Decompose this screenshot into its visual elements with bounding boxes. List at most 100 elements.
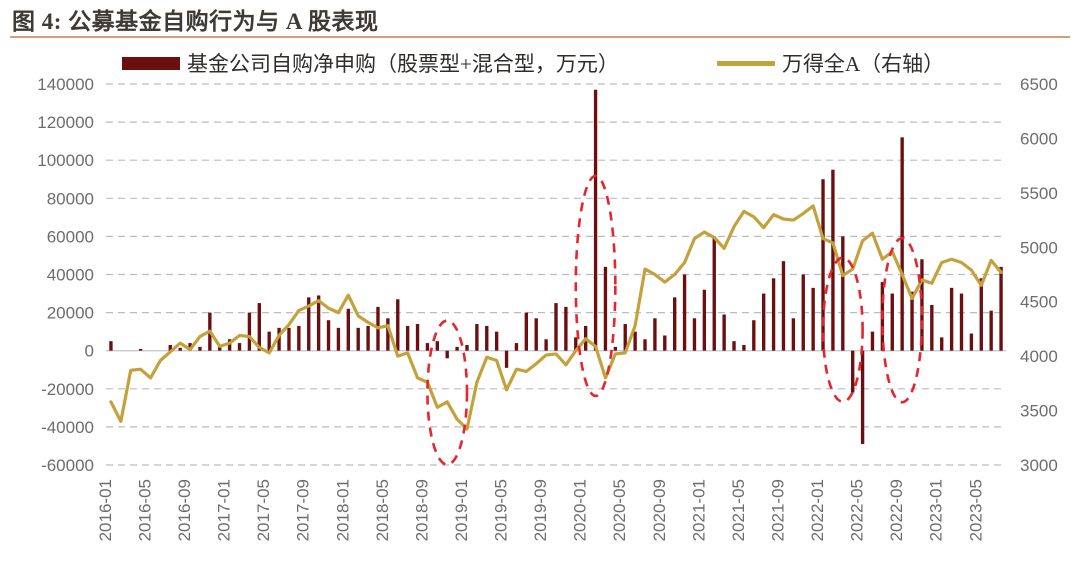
left-axis-tick: 140000 [37,75,94,94]
bar-mark [514,343,519,351]
bar-mark [949,287,954,351]
bar-mark [831,169,835,351]
bar-mark [455,346,459,351]
left-axis-tick: 120000 [37,113,94,132]
left-axis-tick: -60000 [41,456,94,475]
bar-mark [425,343,430,351]
bar-mark [554,303,558,351]
x-axis-tick: 2017-09 [294,479,313,541]
bar-mark [890,293,894,351]
bar-mark [237,343,242,351]
bar-mark [663,335,667,351]
bar-mark [989,310,993,351]
bar-mark [623,324,627,351]
bar-mark [356,327,360,351]
legend-swatch-line-icon [717,60,775,66]
title-divider [10,36,1070,38]
right-axis-tick: 5000 [1020,238,1058,257]
right-axis-tick: 4000 [1020,347,1058,366]
bar-series-marks [109,89,1003,445]
bar-mark [643,339,647,351]
bar-mark [109,341,113,351]
highlight-2020q1 [574,174,617,398]
right-axis-tick: 5500 [1020,184,1058,203]
x-axis-tick: 2021-05 [729,479,748,541]
bar-mark [692,318,697,351]
right-axis-tick: 6500 [1020,75,1058,94]
bar-mark [178,347,182,351]
bar-mark [346,308,350,351]
bar-mark [712,236,716,351]
page-title: 图 4: 公募基金自购行为与 A 股表现 [12,9,379,34]
bar-mark [851,350,855,393]
bar-mark [682,274,687,351]
x-axis-tick: 2023-05 [966,479,985,541]
bar-mark [326,320,331,351]
x-axis-tick: 2017-01 [215,479,234,541]
right-axis-tick: 4500 [1020,293,1058,312]
x-axis-tick: 2022-01 [808,479,827,541]
bar-mark [860,350,865,445]
left-axis-tick-labels: 140000 120000 100000 80000 60000 40000 20000 0 -… [37,75,94,475]
x-axis-tick: 2021-01 [689,479,708,541]
bar-mark [762,293,766,351]
x-axis-tick: 2023-01 [927,479,946,541]
bar-mark [841,236,845,351]
left-axis-tick: 100000 [37,151,94,170]
highlight-2022q1 [821,256,864,404]
x-axis-tick: 2021-09 [768,479,787,541]
bar-mark [435,341,439,351]
bar-mark [752,320,756,351]
x-axis-tick: 2019-09 [531,479,550,541]
x-axis-tick: 2019-01 [452,479,471,541]
bar-mark [979,278,983,351]
x-axis-tick: 2016-05 [136,479,155,541]
bar-mark [277,327,281,351]
bar-mark [198,346,202,351]
annotation-ellipses [426,174,924,466]
highlight-2018q4 [426,319,469,466]
x-axis-tick: 2020-05 [610,479,629,541]
bar-mark [603,266,608,351]
bar-mark [969,333,974,351]
left-axis-tick: 80000 [47,189,94,208]
gridlines [106,83,1006,466]
bar-mark [673,297,677,351]
x-axis-tick: 2019-05 [492,479,511,541]
bar-mark [920,259,924,351]
bar-mark [900,137,904,351]
bar-mark [405,325,410,351]
bar-mark [445,350,449,359]
bar-mark [702,289,707,351]
bar-mark [593,89,598,351]
bar-mark [366,325,370,351]
bar-mark [267,331,271,351]
left-axis-tick: 0 [85,342,94,361]
bar-mark [534,318,538,351]
left-axis-tick: 20000 [47,304,94,323]
left-axis-tick: 40000 [47,266,94,285]
bar-mark [257,303,261,351]
bar-mark [227,339,232,351]
legend-label-line-series: 万得全A（右轴） [782,52,945,76]
line-series-mark [109,204,1003,431]
x-axis-tick: 2017-05 [254,479,273,541]
right-axis-tick: 3500 [1020,402,1058,421]
bar-mark [870,331,875,351]
line-mark [109,204,1003,431]
bar-mark [722,314,726,351]
bar-mark [574,337,578,351]
bar-mark [247,312,252,351]
right-axis-tick-labels: 6500 6000 5500 5000 4500 4000 3500 3000 [1020,75,1058,475]
legend-label-bar-series: 基金公司自购净申购（股票型+混合型，万元） [187,52,619,76]
bar-mark [316,295,321,351]
highlight-2022q4 [881,236,924,404]
bar-mark [821,179,825,351]
x-axis-tick: 2018-01 [333,479,352,541]
bar-mark [940,337,944,351]
figure-header: 图 4: 公募基金自购行为与 A 股表现 [0,0,1080,40]
left-axis-tick: -20000 [41,380,94,399]
bar-mark [287,327,291,351]
bar-mark [801,274,805,351]
